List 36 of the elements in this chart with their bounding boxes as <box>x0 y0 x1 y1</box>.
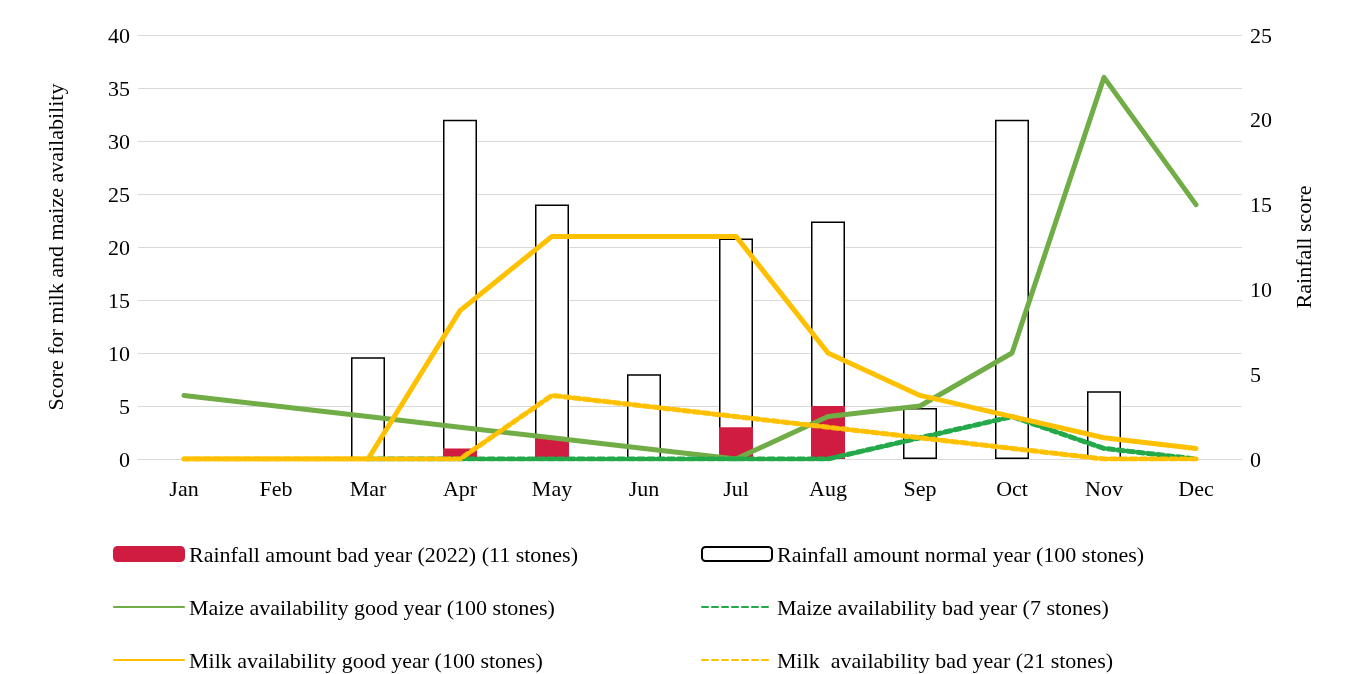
y-tick-label: 15 <box>108 287 130 313</box>
y-tick-label: 0 <box>119 446 130 472</box>
y2-tick-label: 0 <box>1250 446 1261 472</box>
x-tick-label: Jan <box>169 475 199 501</box>
y2-tick-label: 10 <box>1250 276 1272 302</box>
y-tick-label: 40 <box>108 22 130 48</box>
x-tick-label: Feb <box>259 475 293 501</box>
y-tick-label: 20 <box>108 234 130 260</box>
y2-tick-label: 25 <box>1250 22 1272 48</box>
x-tick-label: Jul <box>723 475 749 501</box>
x-tick-label: Apr <box>442 475 478 501</box>
x-tick-label: Sep <box>903 475 937 501</box>
x-tick-label: Dec <box>1178 475 1214 501</box>
legend-label: Milk availability bad year (21 stones) <box>777 647 1114 673</box>
legend-label: Rainfall amount bad year (2022) (11 stones) <box>189 541 578 567</box>
x-tick-label: Jun <box>628 475 660 501</box>
legend-label: Milk availability good year (100 stones) <box>189 647 543 673</box>
y2-tick-label: 5 <box>1250 361 1261 387</box>
y2-tick-label: 15 <box>1250 192 1272 218</box>
y2-axis-title: Rainfall score <box>1290 185 1316 309</box>
y-tick-label: 25 <box>108 181 130 207</box>
y-tick-label: 10 <box>108 340 130 366</box>
y-axis-title: Score for milk and maize availability <box>42 83 68 411</box>
x-tick-label: Mar <box>349 475 387 501</box>
legend-label: Maize availability bad year (7 stones) <box>777 594 1109 620</box>
x-tick-label: Nov <box>1085 475 1123 501</box>
x-tick-label: May <box>531 475 573 501</box>
y-tick-label: 30 <box>108 128 130 154</box>
bar <box>995 119 1029 459</box>
legend-label: Rainfall amount normal year (100 stones) <box>777 541 1145 567</box>
x-tick-label: Oct <box>996 475 1028 501</box>
legend-label: Maize availability good year (100 stones) <box>189 594 555 620</box>
y2-tick-label: 20 <box>1250 107 1272 133</box>
y-tick-label: 35 <box>108 75 130 101</box>
y-tick-label: 5 <box>119 393 130 419</box>
x-tick-label: Aug <box>809 475 847 501</box>
